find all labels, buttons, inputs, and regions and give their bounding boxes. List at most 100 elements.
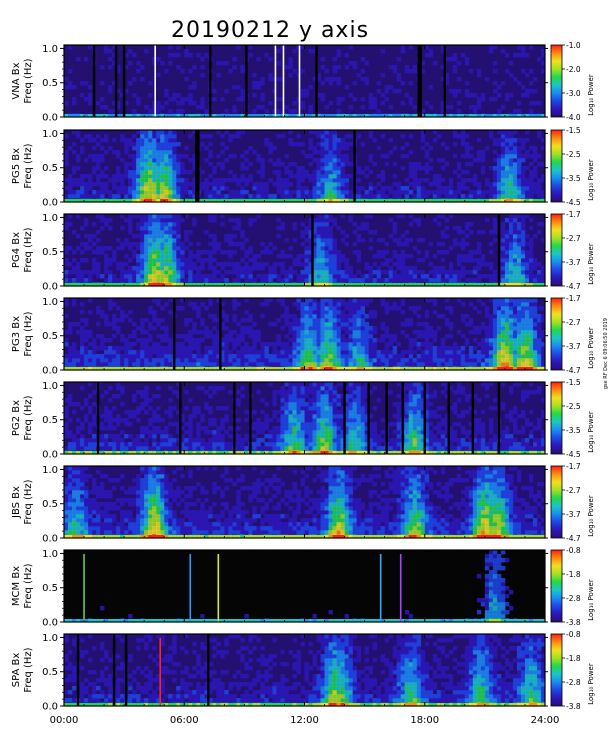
heat-cell bbox=[264, 350, 269, 355]
heat-floor-cell bbox=[444, 283, 450, 286]
heat-cell bbox=[108, 302, 113, 307]
heat-cell bbox=[108, 270, 113, 275]
heat-floor-cell bbox=[268, 367, 273, 370]
heat-cell bbox=[148, 154, 153, 159]
heat-cell bbox=[524, 314, 530, 319]
heat-cell bbox=[92, 250, 97, 255]
heat-cell bbox=[312, 326, 317, 331]
heat-cell bbox=[232, 266, 237, 271]
heat-cell bbox=[532, 278, 538, 283]
heat-cell bbox=[444, 354, 450, 359]
heat-cell bbox=[340, 354, 345, 359]
heat-cell bbox=[304, 298, 309, 303]
heat-cell bbox=[168, 190, 173, 195]
heat-cell bbox=[284, 186, 289, 191]
heat-cell bbox=[344, 85, 349, 90]
heat-cell bbox=[456, 262, 462, 267]
heat-cell bbox=[124, 146, 129, 151]
heat-cell bbox=[516, 318, 522, 323]
heat-cell bbox=[480, 342, 486, 347]
data-gap bbox=[195, 130, 198, 202]
heat-cell bbox=[400, 262, 406, 267]
heat-cell bbox=[464, 162, 470, 167]
heat-cell bbox=[532, 174, 538, 179]
heat-cell bbox=[96, 134, 101, 139]
heat-cell bbox=[88, 85, 93, 90]
heat-cell bbox=[144, 262, 149, 267]
heat-cell bbox=[348, 278, 353, 283]
heat-cell bbox=[308, 322, 313, 327]
heat-cell bbox=[304, 322, 309, 327]
heat-cell bbox=[184, 262, 189, 267]
heat-cell bbox=[436, 266, 442, 271]
heat-cell bbox=[352, 342, 358, 347]
heat-cell bbox=[240, 358, 245, 363]
heat-cell bbox=[64, 226, 69, 231]
heat-cell bbox=[168, 346, 173, 351]
heat-cell bbox=[76, 246, 81, 251]
heat-cell bbox=[332, 218, 337, 223]
heat-cell bbox=[416, 194, 422, 199]
heat-cell bbox=[192, 338, 197, 343]
heat-cell bbox=[416, 186, 422, 191]
heat-cell bbox=[232, 298, 237, 303]
heat-cell bbox=[248, 270, 253, 275]
heat-cell bbox=[140, 362, 145, 367]
heat-cell bbox=[512, 318, 518, 323]
heat-cell bbox=[296, 182, 301, 187]
heat-cell bbox=[168, 234, 173, 239]
heat-cell bbox=[364, 226, 370, 231]
heat-cell bbox=[148, 162, 153, 167]
heat-cell bbox=[156, 302, 161, 307]
heat-cell bbox=[64, 278, 69, 283]
heat-cell bbox=[360, 346, 366, 351]
heat-cell bbox=[176, 358, 181, 363]
heat-cell bbox=[244, 326, 249, 331]
heat-floor-cell bbox=[132, 114, 137, 117]
heat-cell bbox=[300, 186, 305, 191]
heat-cell bbox=[516, 258, 522, 263]
heat-cell bbox=[432, 178, 438, 183]
heat-cell bbox=[432, 266, 438, 271]
heat-cell bbox=[312, 242, 317, 247]
heat-cell bbox=[72, 230, 77, 235]
heat-cell bbox=[368, 238, 374, 243]
heat-cell bbox=[460, 186, 466, 191]
heat-cell bbox=[372, 254, 378, 259]
heat-floor-cell bbox=[148, 114, 153, 117]
heat-cell bbox=[412, 270, 418, 275]
heat-cell bbox=[160, 190, 165, 195]
heat-cell bbox=[156, 214, 161, 219]
heat-cell bbox=[432, 334, 438, 339]
heat-cell bbox=[252, 262, 257, 267]
heat-floor-cell bbox=[468, 283, 474, 286]
heat-cell bbox=[132, 354, 137, 359]
heat-cell bbox=[288, 326, 293, 331]
heat-cell bbox=[116, 246, 121, 251]
heat-cell bbox=[272, 77, 277, 82]
heat-cell bbox=[352, 362, 358, 367]
heat-floor-cell bbox=[196, 367, 201, 370]
heat-cell bbox=[500, 266, 506, 271]
heat-cell bbox=[212, 242, 217, 247]
heat-cell bbox=[156, 222, 161, 227]
heat-cell bbox=[64, 250, 69, 255]
heat-cell bbox=[164, 258, 169, 263]
heat-cell bbox=[376, 266, 382, 271]
heat-cell bbox=[140, 262, 145, 267]
heat-cell bbox=[92, 258, 97, 263]
heat-cell bbox=[148, 190, 153, 195]
heat-floor-cell bbox=[392, 199, 398, 202]
heat-cell bbox=[260, 358, 265, 363]
heat-floor-cell bbox=[80, 367, 85, 370]
heat-cell bbox=[476, 154, 482, 159]
heat-cell bbox=[280, 45, 285, 50]
heat-cell bbox=[68, 182, 73, 187]
heat-cell bbox=[96, 262, 101, 267]
heat-cell bbox=[260, 250, 265, 255]
heat-cell bbox=[156, 150, 161, 155]
heat-cell bbox=[232, 194, 237, 199]
heat-cell bbox=[336, 310, 341, 315]
